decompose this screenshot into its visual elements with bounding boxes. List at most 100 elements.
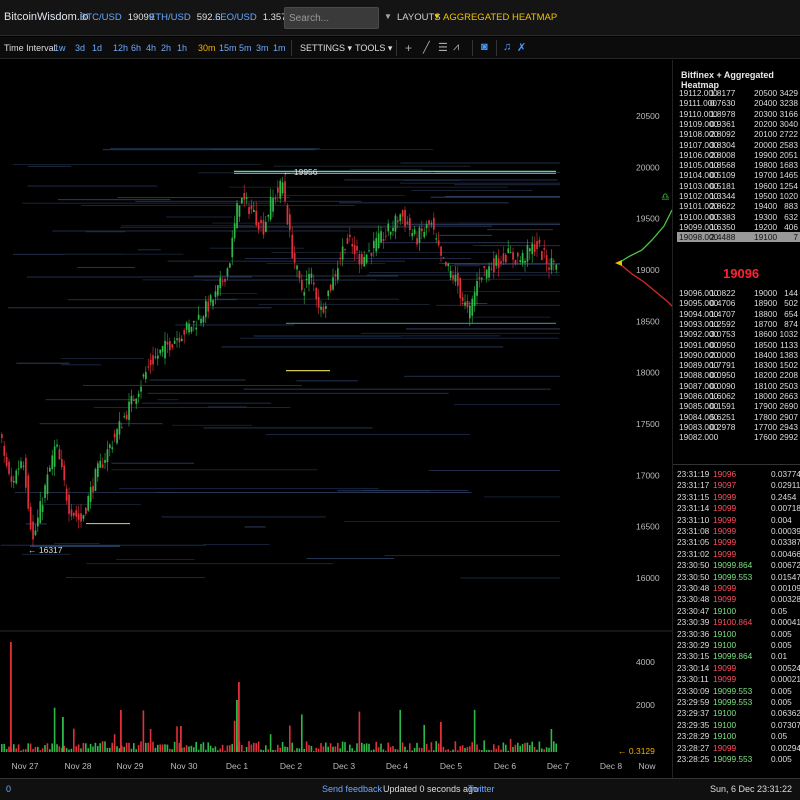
volume-bar <box>401 742 404 752</box>
orderbook-lp: 18000 <box>754 391 778 401</box>
orderbook-bid-row[interactable]: 19085.000 0.1591 17900 2690 <box>677 401 800 411</box>
interval-30m[interactable]: 30m <box>198 43 216 53</box>
site-logo[interactable]: BitcoinWisdom.io <box>4 11 89 23</box>
layouts-menu[interactable]: LAYOUTS <box>397 12 441 23</box>
line-tool-icon[interactable]: ╱ <box>423 42 430 54</box>
ticker-eth[interactable]: ETH/USD 592.6 <box>149 12 220 23</box>
candle <box>82 515 85 519</box>
volume-bar <box>217 750 219 752</box>
orderbook-bid-row[interactable]: 19093.000 1.2592 18700 874 <box>677 319 800 329</box>
volume-bar <box>92 746 94 752</box>
interval-15m[interactable]: 15m <box>219 43 237 53</box>
depth-curve-layer <box>615 209 672 307</box>
volume-bar <box>495 748 497 752</box>
orderbook-bid-row[interactable]: 19096.000 1.0822 19000 144 <box>677 288 800 298</box>
interval-12h[interactable]: 12h <box>113 43 129 53</box>
interval-1h[interactable]: 1h <box>177 43 188 53</box>
orderbook-ask-row[interactable]: 19105.000 1.8568 19800 1683 <box>677 160 800 170</box>
orderbook-lp: 19500 <box>754 191 778 201</box>
trade-row: 23:30:09 19099.553 0.005 <box>677 686 800 696</box>
trade-qty: 0.03387 <box>771 537 800 548</box>
orderbook-bid-row[interactable]: 19086.000 1.6062 18000 2663 <box>677 391 800 401</box>
orderbook-bid-row[interactable]: 19084.000 5.6251 17800 2907 <box>677 412 800 422</box>
volume-bar <box>77 744 80 752</box>
volume-bar <box>538 741 541 752</box>
interval-4h[interactable]: 4h <box>146 43 157 53</box>
orderbook-lp: 18900 <box>754 298 778 309</box>
orderbook-bid-row[interactable]: 19091.000 0.0950 18500 1133 <box>677 340 800 350</box>
orderbook-bid-row[interactable]: 19082.000 17600 2992 <box>677 432 800 442</box>
orderbook-ask-row[interactable]: 19108.000 2.8092 20100 2722 <box>677 129 800 139</box>
orderbook-la: 883 <box>784 201 798 212</box>
orderbook-bid-row[interactable]: 19088.000 0.0950 18200 2208 <box>677 370 800 380</box>
trade-time: 23:30:14 <box>677 662 710 673</box>
orderbook-amount: 0.2978 <box>710 421 736 432</box>
orderbook-price: 19089.000 <box>679 360 719 371</box>
volume-bar <box>281 741 284 752</box>
orderbook-ask-row[interactable]: 19103.000 0.5181 19600 1254 <box>677 181 800 191</box>
volume-bar <box>176 726 178 752</box>
orderbook-bid-row[interactable]: 19090.000 2.0000 18400 1383 <box>677 350 800 360</box>
orderbook-bid-row[interactable]: 19087.000 0.0090 18100 2503 <box>677 381 800 391</box>
tools-menu[interactable]: TOOLS ▾ <box>355 43 393 53</box>
interval-5m[interactable]: 5m <box>239 43 252 53</box>
interval-1m[interactable]: 1m <box>273 43 286 53</box>
interval-1w[interactable]: 1w <box>54 43 66 53</box>
alert-bell-icon[interactable]: ♫ <box>503 41 512 53</box>
chevron-down-icon[interactable]: ▼ <box>433 12 441 21</box>
candle <box>17 468 20 470</box>
orderbook-ask-row[interactable]: 19109.000 0.9361 20200 3040 <box>677 119 800 129</box>
orderbook-bid-row[interactable]: 19094.000 1.4707 18800 654 <box>677 309 800 319</box>
orderbook-price: 19091.000 <box>679 339 719 350</box>
price-chart[interactable]: 20500 20000 19500 19000 18500 18000 17500 17000… <box>0 60 672 778</box>
volume-bar <box>305 741 308 752</box>
orderbook-ask-row[interactable]: 19100.000 0.5383 19300 632 <box>677 212 800 222</box>
volume-bar <box>425 743 428 752</box>
interval-1d[interactable]: 1d <box>92 43 103 53</box>
interval-2h[interactable]: 2h <box>161 43 172 53</box>
volume-bar <box>238 682 240 752</box>
ticker-btc[interactable]: BTC/USD 19099 <box>80 12 154 23</box>
orderbook-bid-row[interactable]: 19092.000 3.0753 18600 1032 <box>677 329 800 339</box>
orderbook-amount: 1.3344 <box>710 191 736 201</box>
volume-bar <box>471 742 473 752</box>
orderbook-amount: 1.0822 <box>710 288 736 298</box>
horizontal-line-icon[interactable]: ☰ <box>438 42 448 54</box>
orderbook-bid-row[interactable]: 19083.000 0.2978 17700 2943 <box>677 422 800 432</box>
orderbook-ask-row[interactable]: 19099.000 1.6350 19200 406 <box>677 222 800 232</box>
interval-3m[interactable]: 3m <box>256 43 269 53</box>
orderbook-amount: 0.0950 <box>710 370 736 381</box>
orderbook-bid-row[interactable]: 19095.000 0.4706 18900 502 <box>677 298 800 308</box>
orderbook-ask-row[interactable]: 19106.000 2.8008 19900 2051 <box>677 150 800 160</box>
chevron-down-icon[interactable]: ▼ <box>384 12 392 21</box>
orderbook-ask-row[interactable]: 19112.000 1.8177 20500 3429 <box>677 88 800 98</box>
interval-3d[interactable]: 3d <box>75 43 86 53</box>
orderbook-ask-row[interactable]: 19102.000 1.3344 19500 1020 <box>677 191 800 201</box>
orderbook-ask-row[interactable]: 19101.000 2.8622 19400 883 <box>677 201 800 211</box>
ticker-leo[interactable]: LEO/USD 1.357 <box>215 12 287 23</box>
camera-icon[interactable]: ◙ <box>481 41 488 53</box>
send-feedback-link[interactable]: Send feedback <box>322 784 383 794</box>
orderbook-ask-row[interactable]: 19104.000 0.5109 19700 1465 <box>677 170 800 180</box>
settings-menu[interactable]: SETTINGS ▾ <box>300 43 353 53</box>
aggregated-heatmap-menu[interactable]: AGGREGATED HEATMAP <box>443 12 558 23</box>
orderbook-bid-row[interactable]: 19089.000 1.7791 18300 1502 <box>677 360 800 370</box>
clear-drawings-icon[interactable]: ✗ <box>517 42 527 54</box>
candle <box>183 330 186 335</box>
orderbook-ask-row[interactable]: 19111.000 0.7630 20400 3238 <box>677 98 800 108</box>
volume-bar <box>430 742 433 752</box>
orderbook-ask-row[interactable]: 19107.000 3.8304 20000 2583 <box>677 140 800 150</box>
orderbook-ask-row[interactable]: 19110.000 1.8978 20300 3166 <box>677 109 800 119</box>
search-input[interactable] <box>284 7 379 29</box>
orderbook-ask-row[interactable]: 19098.000 2.4488 19100 7 <box>677 232 800 243</box>
candle <box>507 248 510 254</box>
interval-6h[interactable]: 6h <box>131 43 142 53</box>
volume-bar <box>363 744 365 752</box>
twitter-link[interactable]: Twitter <box>468 784 495 794</box>
fibonacci-icon[interactable]: ⩘ <box>453 41 460 53</box>
orderbook-lp: 18500 <box>754 339 778 350</box>
chart-canvas[interactable]: 20500 20000 19500 19000 18500 18000 17500 17000… <box>0 60 672 778</box>
orderbook-lp: 18200 <box>754 370 778 381</box>
crosshair-icon[interactable]: + <box>405 41 413 55</box>
volume-bar <box>308 744 310 752</box>
